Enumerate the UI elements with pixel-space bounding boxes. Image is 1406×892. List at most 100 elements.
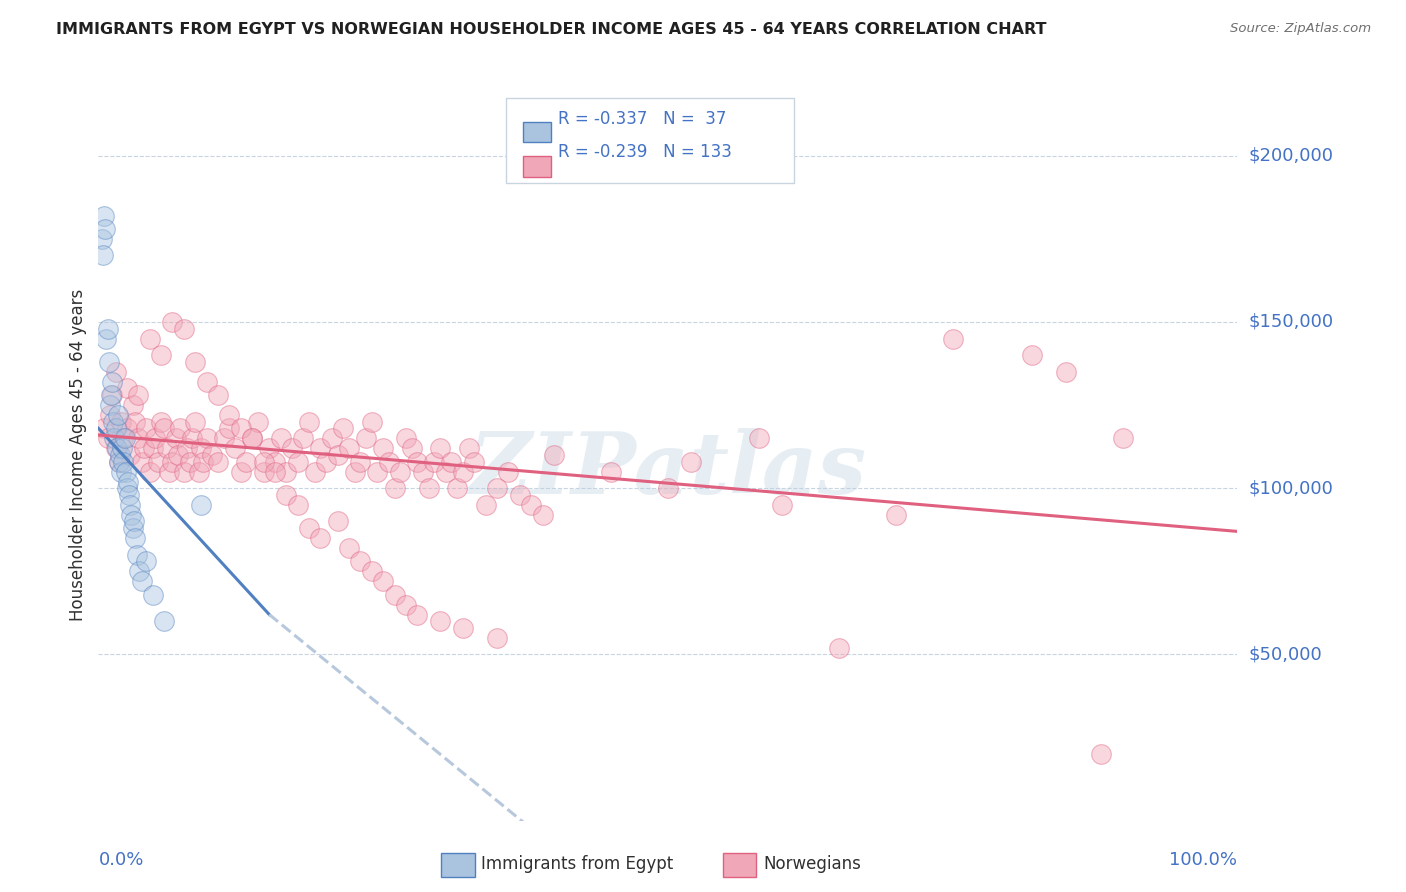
Point [145,431,167,445]
Point [600,465,623,479]
Point [112,431,135,445]
Text: $200,000: $200,000 [1249,146,1333,165]
Point [252,454,274,468]
Point [94,222,117,236]
Point [169,421,191,435]
Point [150,415,173,429]
Point [218,408,240,422]
Point [173,321,195,335]
Point [474,498,496,512]
Point [378,454,401,468]
Point [229,465,252,479]
Point [131,574,153,589]
Text: $100,000: $100,000 [1249,479,1333,497]
Point [100,388,122,402]
Point [292,431,315,445]
Point [120,508,142,522]
Point [111,442,134,456]
Point [195,431,218,445]
Point [118,488,141,502]
Point [207,454,229,468]
Point [121,521,143,535]
Point [96,332,118,346]
Point [509,488,531,502]
Point [384,588,406,602]
Point [287,454,309,468]
Point [264,454,287,468]
Point [104,421,127,435]
Point [429,614,451,628]
Point [115,421,138,435]
Point [281,442,304,456]
Point [98,398,121,412]
Point [748,431,770,445]
Point [167,448,190,462]
Point [114,465,136,479]
Point [252,465,274,479]
Point [360,415,382,429]
Point [138,465,160,479]
Point [451,465,474,479]
Point [276,465,298,479]
Point [127,431,149,445]
Point [122,515,145,529]
Text: R = -0.337   N =  37: R = -0.337 N = 37 [558,110,727,128]
Point [412,465,434,479]
Point [434,465,457,479]
Point [190,442,212,456]
Point [287,498,309,512]
Point [96,431,118,445]
Point [93,209,115,223]
Point [150,348,173,362]
Point [104,442,127,456]
Point [176,442,198,456]
Point [218,421,240,435]
Point [229,421,252,435]
Point [90,232,112,246]
Point [235,454,257,468]
Point [121,398,143,412]
Point [103,431,125,445]
Point [395,598,418,612]
Point [276,488,298,502]
Text: 0.0%: 0.0% [98,851,143,869]
Point [142,442,165,456]
Point [486,481,509,495]
Point [337,541,360,555]
Point [1112,431,1135,445]
Point [543,448,565,462]
Point [103,415,125,429]
Text: $150,000: $150,000 [1249,313,1333,331]
Point [309,531,332,545]
Point [384,481,406,495]
Point [108,454,131,468]
Point [406,607,429,622]
Point [451,621,474,635]
Point [371,442,394,456]
Text: $50,000: $50,000 [1249,646,1322,664]
Point [124,415,146,429]
Point [332,421,354,435]
Text: Norwegians: Norwegians [763,855,862,873]
Point [1054,365,1078,379]
Point [153,421,176,435]
Point [259,442,281,456]
Point [429,442,451,456]
Point [349,454,371,468]
Point [173,465,195,479]
Point [132,442,155,456]
Point [135,554,157,568]
Point [246,415,269,429]
Point [165,431,187,445]
Point [679,454,702,468]
Point [184,415,207,429]
Point [298,521,321,535]
Point [135,421,157,435]
Point [321,431,343,445]
Point [91,248,114,262]
Point [304,465,326,479]
Point [114,431,136,445]
Text: Immigrants from Egypt: Immigrants from Egypt [481,855,673,873]
Y-axis label: Householder Income Ages 45 - 64 years: Householder Income Ages 45 - 64 years [69,289,87,621]
Point [153,614,176,628]
